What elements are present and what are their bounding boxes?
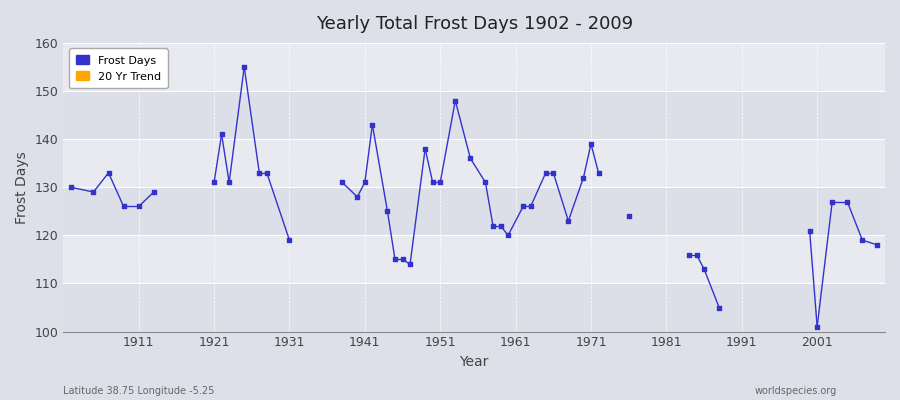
- Bar: [63, 91, 885, 139]
- Point: [622, 213, 636, 219]
- Point: [433, 179, 447, 186]
- Point: [870, 242, 885, 248]
- Point: [697, 266, 711, 272]
- Point: [207, 179, 221, 186]
- Point: [493, 222, 508, 229]
- X-axis label: Year: Year: [460, 355, 489, 369]
- Bar: [63, 235, 885, 284]
- Point: [562, 218, 576, 224]
- Point: [131, 203, 146, 210]
- Point: [365, 122, 380, 128]
- Text: worldspecies.org: worldspecies.org: [755, 386, 837, 396]
- Point: [252, 170, 266, 176]
- Point: [464, 155, 478, 162]
- Point: [381, 208, 395, 214]
- Point: [478, 179, 492, 186]
- Point: [86, 189, 101, 195]
- Point: [524, 203, 538, 210]
- Point: [222, 179, 237, 186]
- Point: [584, 141, 598, 147]
- Point: [64, 184, 78, 190]
- Point: [335, 179, 349, 186]
- Point: [116, 203, 130, 210]
- Point: [855, 237, 869, 243]
- Point: [147, 189, 161, 195]
- Point: [810, 324, 824, 330]
- Point: [840, 198, 854, 205]
- Point: [516, 203, 530, 210]
- Point: [350, 194, 365, 200]
- Point: [259, 170, 274, 176]
- Point: [486, 222, 500, 229]
- Bar: [63, 284, 885, 332]
- Point: [501, 232, 516, 238]
- Title: Yearly Total Frost Days 1902 - 2009: Yearly Total Frost Days 1902 - 2009: [316, 15, 633, 33]
- Point: [538, 170, 553, 176]
- Point: [395, 256, 410, 263]
- Y-axis label: Frost Days: Frost Days: [15, 151, 29, 224]
- Point: [237, 64, 251, 70]
- Point: [576, 174, 590, 181]
- Point: [357, 179, 372, 186]
- Bar: [63, 139, 885, 187]
- Point: [689, 251, 704, 258]
- Point: [283, 237, 297, 243]
- Bar: [63, 43, 885, 91]
- Point: [214, 131, 229, 138]
- Point: [682, 251, 697, 258]
- Point: [426, 179, 440, 186]
- Point: [825, 198, 840, 205]
- Point: [102, 170, 116, 176]
- Point: [388, 256, 402, 263]
- Point: [591, 170, 606, 176]
- Point: [546, 170, 561, 176]
- Point: [803, 227, 817, 234]
- Text: Latitude 38.75 Longitude -5.25: Latitude 38.75 Longitude -5.25: [63, 386, 214, 396]
- Bar: [63, 187, 885, 235]
- Point: [712, 304, 726, 311]
- Legend: Frost Days, 20 Yr Trend: Frost Days, 20 Yr Trend: [68, 48, 167, 88]
- Point: [448, 98, 463, 104]
- Point: [403, 261, 418, 268]
- Point: [418, 146, 432, 152]
